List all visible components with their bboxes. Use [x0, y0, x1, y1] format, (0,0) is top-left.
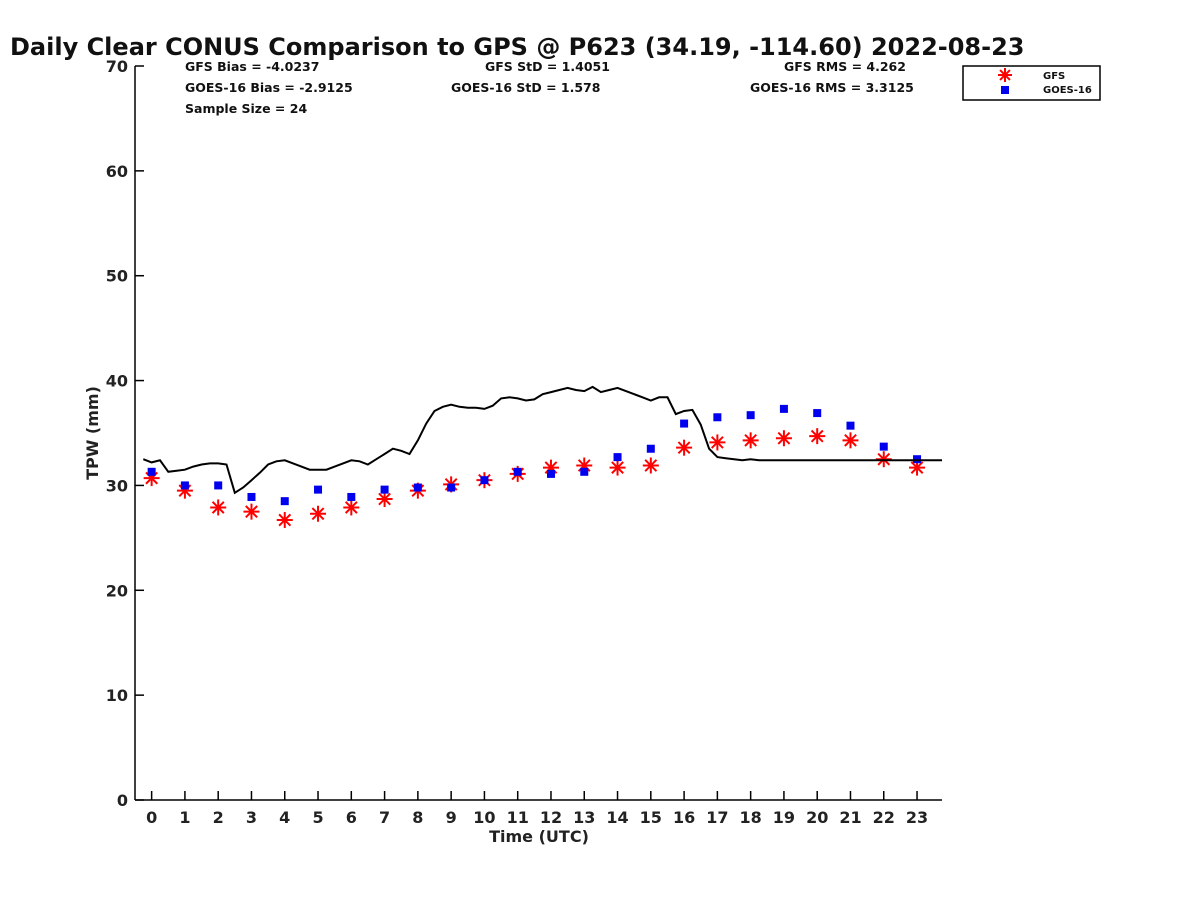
x-tick-label: 23	[906, 808, 928, 827]
gfs-point	[343, 499, 360, 516]
x-tick-label: 22	[873, 808, 895, 827]
goes16-point	[314, 485, 323, 494]
goes16-point	[813, 409, 822, 418]
x-tick-label: 1	[179, 808, 190, 827]
gfs-point	[875, 451, 892, 468]
goes16-point	[846, 421, 855, 430]
gfs-point	[310, 505, 327, 522]
x-tick-label: 6	[346, 808, 357, 827]
goes-rms-label: GOES-16 RMS = 3.3125	[750, 80, 914, 95]
gps-line	[142, 385, 942, 495]
goes16-point	[513, 467, 522, 476]
x-axis: 0 1 2 3 4 5 6 7 8 9 10 11 12 13 14 15 16 17 18 19 20 21 22 23	[135, 791, 942, 827]
gfs-point	[909, 459, 926, 476]
gfs-point	[742, 432, 759, 449]
x-tick-label: 21	[839, 808, 861, 827]
y-axis: 0 10 20 30 40 50 60 70	[106, 57, 144, 810]
x-tick-label: 16	[673, 808, 695, 827]
goes16-point	[779, 404, 788, 413]
goes-bias-label: GOES-16 Bias = -2.9125	[185, 80, 353, 95]
x-tick-label: 8	[412, 808, 423, 827]
gfs-point	[642, 457, 659, 474]
legend-goes16-marker	[1001, 86, 1009, 94]
goes16-point	[447, 483, 456, 492]
gfs-point	[842, 432, 859, 449]
x-axis-label: Time (UTC)	[489, 827, 589, 846]
goes16-point	[746, 411, 755, 420]
y-tick-label: 10	[106, 686, 128, 705]
goes16-point	[380, 485, 389, 494]
x-tick-label: 15	[640, 808, 662, 827]
x-tick-label: 7	[379, 808, 390, 827]
chart-title: Daily Clear CONUS Comparison to GPS @ P6…	[10, 33, 1024, 61]
goes16-point	[147, 467, 156, 476]
x-tick-label: 12	[540, 808, 562, 827]
x-tick-label: 18	[740, 808, 762, 827]
goes-std-label: GOES-16 StD = 1.578	[451, 80, 600, 95]
legend-goes16-label: GOES-16	[1043, 85, 1092, 96]
x-tick-label: 17	[706, 808, 728, 827]
gfs-point	[676, 439, 693, 456]
gfs-point	[276, 512, 293, 529]
gfs-bias-label: GFS Bias = -4.0237	[185, 59, 319, 74]
legend-gfs-marker	[998, 68, 1012, 82]
gfs-rms-label: GFS RMS = 4.262	[784, 59, 906, 74]
gfs-point	[809, 428, 826, 445]
x-tick-label: 2	[213, 808, 224, 827]
goes16-point	[180, 481, 189, 490]
y-tick-label: 60	[106, 162, 128, 181]
goes16-point	[347, 492, 356, 501]
x-tick-label: 13	[573, 808, 595, 827]
goes16-point	[913, 455, 922, 464]
gfs-asterisk-icon	[998, 68, 1012, 82]
goes16-point	[413, 483, 422, 492]
sample-size-label: Sample Size = 24	[185, 101, 307, 116]
gfs-point	[243, 503, 260, 520]
x-tick-label: 3	[246, 808, 257, 827]
goes16-point	[280, 497, 289, 506]
x-tick-label: 5	[312, 808, 323, 827]
y-tick-label: 0	[117, 791, 128, 810]
x-tick-label: 0	[146, 808, 157, 827]
x-tick-label: 4	[279, 808, 290, 827]
y-tick-label: 20	[106, 581, 128, 600]
goes16-point	[879, 442, 888, 451]
legend-box	[962, 65, 1101, 101]
goes16-point	[580, 467, 589, 476]
gfs-point	[709, 434, 726, 451]
gfs-std-label: GFS StD = 1.4051	[485, 59, 610, 74]
x-tick-label: 11	[507, 808, 529, 827]
goes16-point	[646, 444, 655, 453]
legend: GFS GOES-16	[962, 65, 1101, 101]
goes16-point	[713, 413, 722, 422]
x-tick-label: 9	[446, 808, 457, 827]
gfs-point	[210, 499, 227, 516]
gfs-point	[376, 491, 393, 508]
y-tick-label: 70	[106, 57, 128, 76]
y-axis-label: TPW (mm)	[83, 386, 102, 480]
x-tick-label: 10	[473, 808, 495, 827]
y-tick-label: 30	[106, 476, 128, 495]
y-tick-label: 40	[106, 372, 128, 391]
x-tick-label: 14	[606, 808, 628, 827]
x-tick-label: 20	[806, 808, 828, 827]
goes16-point	[247, 492, 256, 501]
goes16-point	[546, 469, 555, 478]
stats-block: GFS Bias = -4.0237 GOES-16 Bias = -2.912…	[185, 59, 914, 116]
goes16-point	[613, 453, 622, 462]
goes16-point	[480, 476, 489, 485]
goes16-point	[680, 419, 689, 428]
legend-gfs-label: GFS	[1043, 71, 1065, 82]
plot-area	[142, 385, 942, 529]
x-tick-label: 19	[773, 808, 795, 827]
gfs-point	[609, 459, 626, 476]
y-tick-label: 50	[106, 267, 128, 286]
goes16-point	[214, 481, 223, 490]
gfs-point	[775, 430, 792, 447]
